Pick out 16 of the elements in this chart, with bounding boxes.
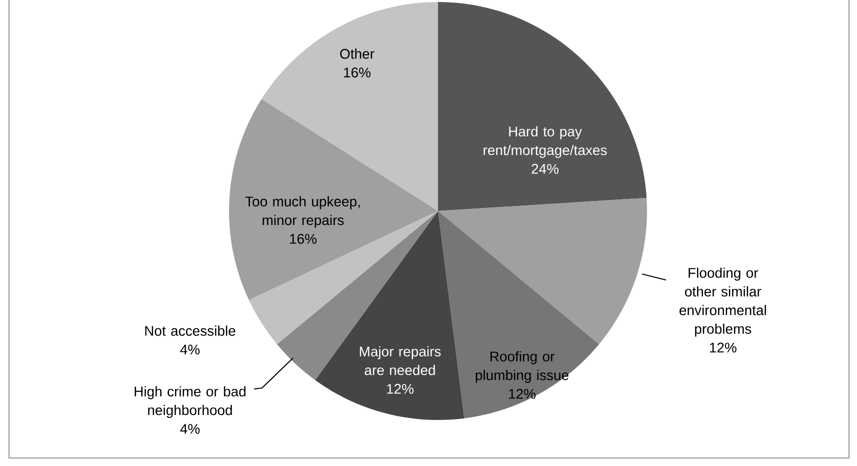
data-label: 4% [180, 424, 200, 434]
data-label: 12% [509, 388, 536, 399]
slice-label: Hard to pay rent/mortgage/taxes [484, 126, 607, 158]
slice-label: High crime or bad neighborhood [134, 386, 246, 418]
data-label: 4% [180, 344, 200, 354]
slice-label: Flooding or other similar environmental problems [680, 268, 766, 337]
slice-label: Roofing or plumbing issue [476, 351, 568, 383]
data-label: 24% [532, 164, 558, 174]
slice-label: Major repairs are needed [360, 346, 441, 376]
slice-label: Not accessible [145, 326, 236, 336]
data-label: 12% [387, 384, 414, 394]
data-label: 16% [290, 234, 317, 244]
data-label: 16% [344, 68, 371, 78]
slice-label: Too much upkeep, minor repairs [245, 196, 360, 228]
slice-label: Other [340, 48, 374, 59]
data-label: 12% [710, 342, 736, 352]
